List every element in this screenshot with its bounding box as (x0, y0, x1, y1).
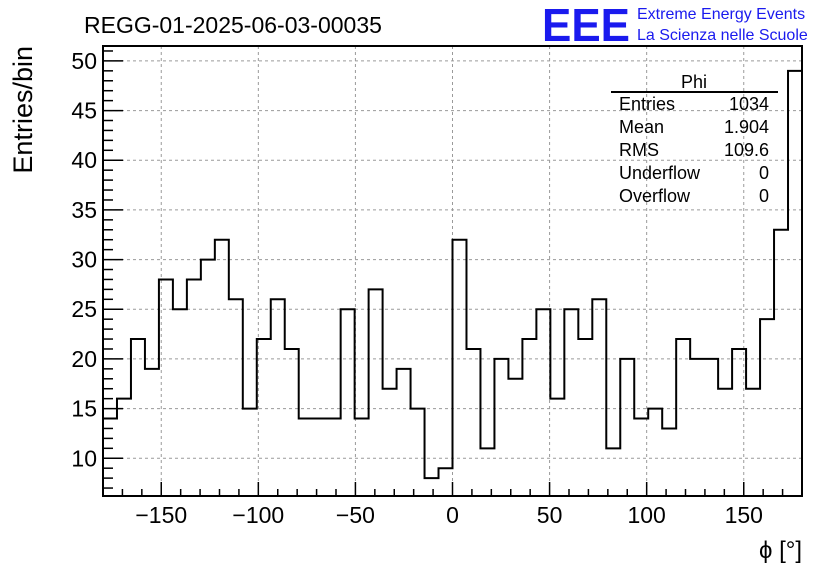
stats-row: Mean 1.904 (619, 117, 769, 137)
logo-line-2: La Scienza nelle Scuole (637, 27, 808, 44)
stats-label: Overflow (619, 186, 691, 206)
x-axis: −150 −100 −50 0 50 100 150 (102, 482, 803, 528)
logo-line-1: Extreme Energy Events (637, 6, 805, 23)
histogram-line (103, 69, 802, 480)
stats-box: Phi Entries 1034 Mean 1.904 RMS 109.6 Un… (611, 72, 778, 206)
x-tick-label: 150 (725, 502, 763, 528)
y-tick-label: 40 (71, 147, 97, 173)
stats-row: Entries 1034 (619, 94, 769, 114)
y-tick-label: 25 (71, 296, 97, 322)
stats-value: 0 (759, 163, 769, 183)
x-tick-label: −150 (135, 502, 187, 528)
stats-value: 1.904 (724, 117, 769, 137)
x-tick-label: −100 (232, 502, 284, 528)
y-tick-label: 35 (71, 197, 97, 223)
y-tick-label: 20 (71, 346, 97, 372)
x-axis-label: ϕ [°] (759, 537, 802, 564)
y-tick-label: 15 (71, 396, 97, 422)
eee-logo: EEE Extreme Energy Events La Scienza nel… (542, 0, 808, 51)
stats-title: Phi (681, 72, 707, 92)
y-axis: 10 15 20 25 30 35 40 45 50 (71, 48, 123, 489)
x-tick-label: 100 (627, 502, 665, 528)
y-tick-label: 30 (71, 247, 97, 273)
y-tick-label: 50 (71, 48, 97, 74)
stats-value: 0 (759, 186, 769, 206)
stats-label: RMS (619, 140, 659, 160)
stats-value: 109.6 (724, 140, 769, 160)
stats-label: Mean (619, 117, 664, 137)
chart-title: REGG-01-2025-06-03-00035 (84, 12, 382, 38)
y-tick-label: 45 (71, 98, 97, 124)
x-tick-label: 50 (537, 502, 563, 528)
stats-row: Underflow 0 (619, 163, 769, 183)
stats-row: Overflow 0 (619, 186, 769, 206)
stats-row: RMS 109.6 (619, 140, 769, 160)
x-tick-label: −50 (336, 502, 375, 528)
x-tick-label: 0 (446, 502, 459, 528)
stats-value: 1034 (729, 94, 769, 114)
y-tick-label: 10 (71, 445, 97, 471)
eee-logo-mark: EEE (542, 0, 630, 51)
y-axis-label: Entries/bin (8, 46, 38, 174)
stats-label: Underflow (619, 163, 701, 183)
stats-label: Entries (619, 94, 675, 114)
grid-lines (103, 46, 802, 496)
